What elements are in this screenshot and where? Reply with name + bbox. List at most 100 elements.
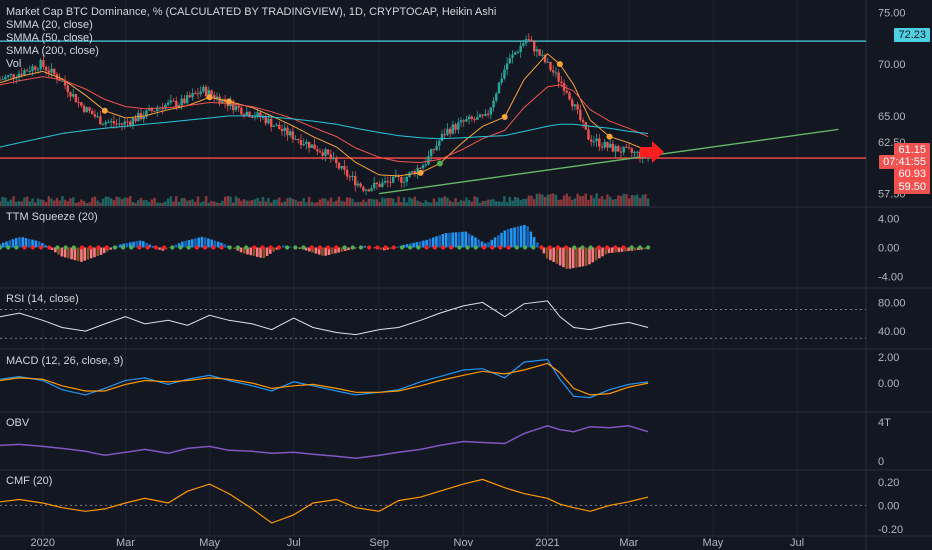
squeeze-dot — [580, 245, 585, 250]
price-axis-label: 40.00 — [878, 326, 906, 338]
volume-bar — [305, 202, 308, 206]
squeeze-dot — [424, 245, 429, 250]
cross-dot — [417, 169, 424, 176]
candle-body — [275, 124, 278, 126]
rsi-title[interactable]: RSI (14, close) — [6, 293, 79, 305]
squeeze-bar — [255, 247, 259, 257]
squeeze-dot — [326, 245, 331, 250]
volume-bar — [229, 196, 232, 206]
squeeze-bar — [633, 247, 637, 251]
candle-body — [20, 73, 23, 75]
volume-bar — [454, 198, 457, 206]
volume-bar — [131, 201, 135, 206]
obv-title[interactable]: OBV — [6, 417, 30, 429]
time-axis[interactable]: 2020 Mar May Jul Sep Nov 2021 Mar May Jul — [31, 537, 805, 549]
candle-body — [120, 123, 124, 125]
squeeze-bar — [614, 247, 617, 253]
volume-bar — [359, 201, 362, 206]
squeeze-dot — [358, 245, 364, 250]
candle-body — [96, 116, 99, 118]
squeeze-dot — [112, 245, 117, 250]
squeeze-bar — [477, 239, 481, 248]
squeeze-bar — [210, 239, 213, 248]
squeeze-dot — [498, 245, 503, 250]
volume-bar — [337, 196, 341, 206]
candle-body — [446, 128, 449, 135]
candle-body — [383, 181, 387, 183]
volume-bar — [516, 197, 520, 206]
squeeze-title[interactable]: TTM Squeeze (20) — [6, 211, 98, 223]
squeeze-bar — [67, 247, 70, 259]
volume-bar — [611, 199, 615, 206]
volume-bar — [478, 202, 482, 206]
squeeze-bar — [448, 232, 451, 248]
candle-body — [603, 141, 606, 148]
cross-dot — [101, 107, 108, 114]
squeeze-dot — [22, 245, 27, 250]
volume-bar — [31, 198, 34, 206]
squeeze-bar — [545, 247, 549, 259]
squeeze-bar — [177, 243, 181, 248]
candle-body — [560, 81, 563, 84]
candle-body — [80, 102, 83, 106]
candle-body — [362, 186, 365, 191]
volume-bar — [570, 199, 574, 206]
squeeze-bar — [145, 242, 148, 248]
volume-bar — [126, 197, 129, 206]
squeeze-bar — [480, 241, 484, 248]
volume-bar — [17, 201, 21, 206]
price-axis-label: 0 — [878, 456, 884, 468]
candle-body — [204, 86, 208, 97]
volume-bar — [139, 197, 143, 206]
cross-dot — [556, 61, 563, 68]
candle-body — [443, 134, 446, 136]
volume-bar — [405, 202, 408, 206]
legend-smma50[interactable]: SMMA (50, close) — [6, 32, 93, 44]
cmf-title[interactable]: CMF (20) — [6, 475, 53, 487]
candle-body — [172, 100, 175, 102]
last-price-tag: 61.15 — [894, 143, 930, 157]
volume-bar — [297, 201, 300, 206]
time-axis-label: Jul — [790, 537, 804, 549]
volume-bar — [302, 197, 305, 206]
candle-body — [280, 129, 284, 132]
squeeze-bar — [624, 247, 627, 252]
red-arrow-icon — [640, 141, 664, 163]
squeeze-dot — [203, 245, 208, 250]
macd-title[interactable]: MACD (12, 26, close, 9) — [6, 355, 124, 367]
candle-body — [185, 95, 189, 104]
volume-bar — [592, 198, 596, 206]
candle-body — [598, 138, 601, 147]
squeeze-bar — [444, 232, 448, 248]
legend-smma20[interactable]: SMMA (20, close) — [6, 19, 93, 31]
legend-vol[interactable]: Vol — [6, 58, 22, 70]
volume-bar — [641, 194, 644, 206]
candle-body — [264, 116, 267, 124]
candle-body — [164, 104, 167, 109]
candle-body — [359, 183, 362, 187]
volume-bar — [497, 201, 501, 206]
squeeze-dot — [71, 245, 76, 250]
candle-body — [519, 45, 522, 52]
candle-body — [522, 43, 525, 46]
squeeze-dot — [342, 245, 347, 250]
candle-body — [0, 79, 2, 81]
candle-body — [101, 124, 105, 126]
candle-body — [543, 54, 547, 63]
squeeze-dot — [219, 245, 224, 250]
squeeze-dot — [293, 245, 298, 250]
volume-bar — [12, 196, 15, 206]
candle-body — [123, 121, 126, 125]
candle-body — [291, 131, 295, 140]
squeeze-bar — [298, 247, 301, 249]
volume-bar — [50, 198, 53, 206]
squeeze-bar — [464, 231, 468, 248]
squeeze-bar — [99, 247, 103, 255]
candle-body — [337, 162, 341, 169]
squeeze-bar — [125, 242, 129, 248]
legend-smma200[interactable]: SMMA (200, close) — [6, 45, 99, 57]
volume-bar — [278, 197, 281, 206]
price-axis[interactable]: 75.0070.0065.0062.5057.504.000.00-4.0080… — [878, 7, 906, 536]
candle-body — [440, 134, 444, 141]
